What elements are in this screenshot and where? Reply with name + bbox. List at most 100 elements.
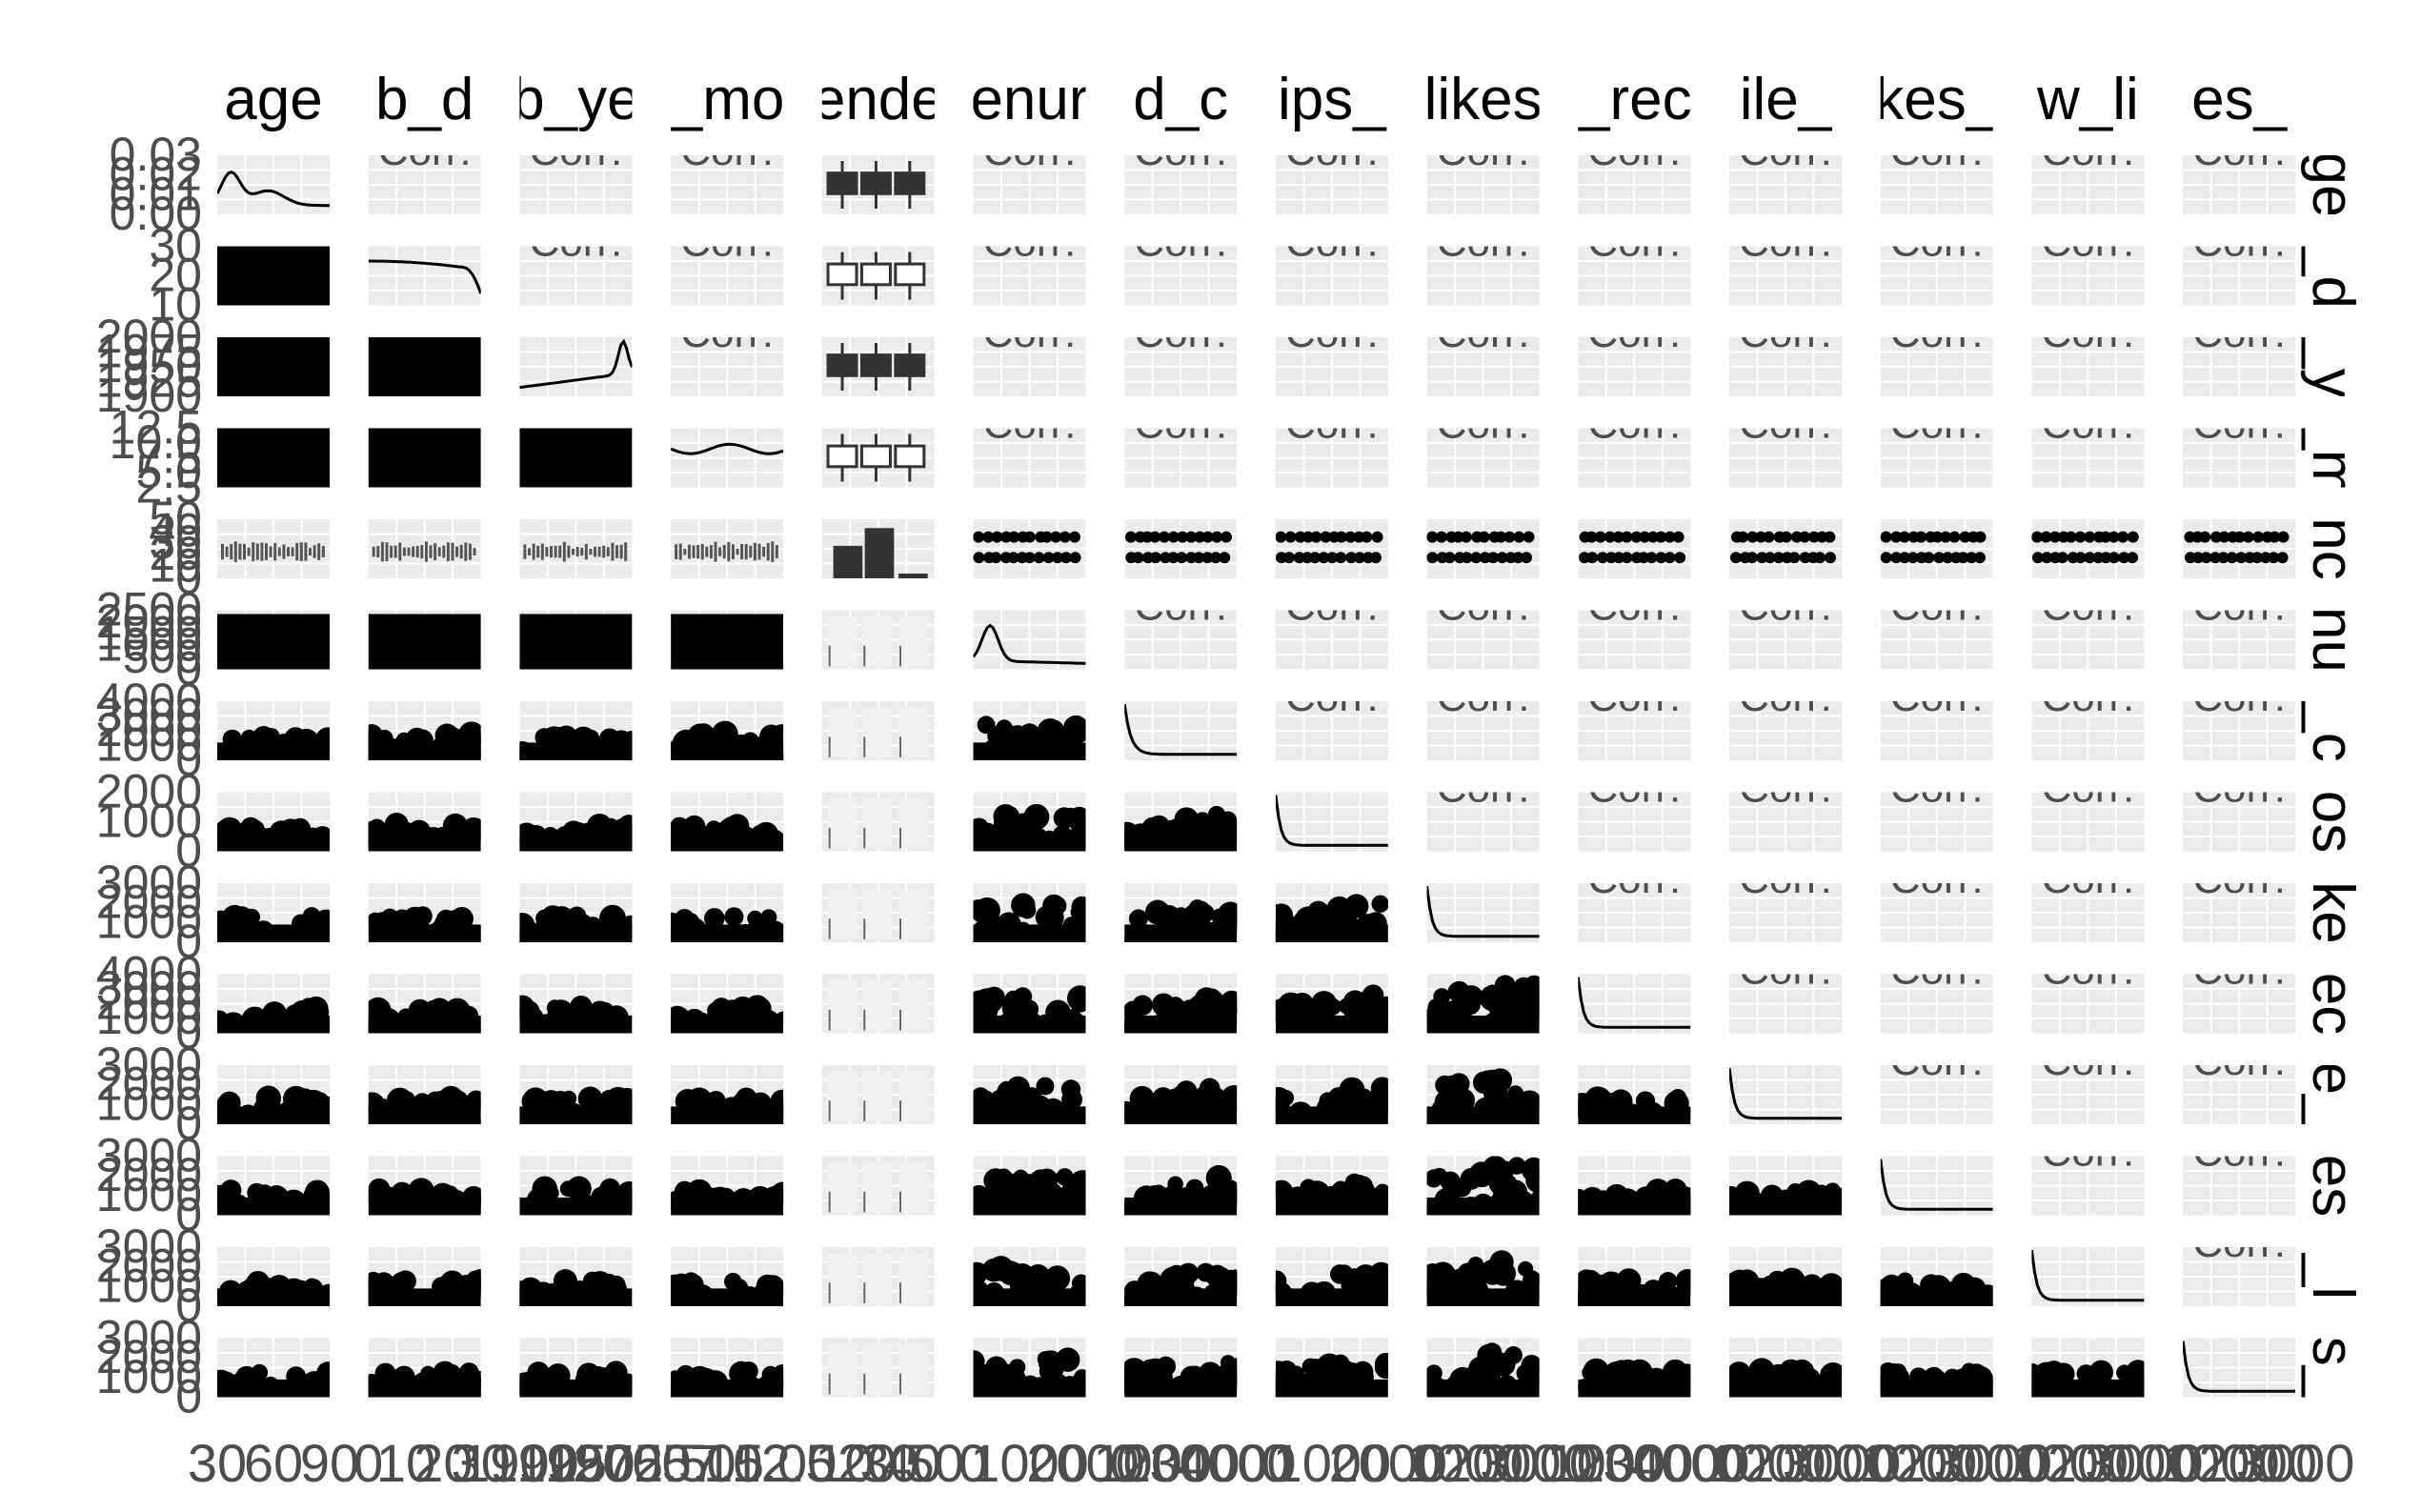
panel: Corr: [1275, 583, 1388, 670]
panel [671, 1338, 784, 1398]
density-curve [973, 623, 1086, 665]
histogram-bar [473, 548, 476, 556]
density-curve [368, 259, 481, 294]
panel [519, 519, 633, 578]
point-mark [1639, 531, 1651, 543]
point-mark [1899, 552, 1911, 564]
density-curve [2031, 1249, 2145, 1302]
panel: Corr: [1426, 610, 1540, 670]
panel-inner [973, 1065, 1086, 1124]
point-mark [1452, 1178, 1472, 1198]
dense-point-cloud [973, 742, 1086, 760]
panel [368, 428, 481, 488]
correlation-label: Corr: [1134, 219, 1227, 266]
correlation-label: Corr: [1285, 583, 1379, 630]
x-tick-label: 2000 [2048, 1433, 2167, 1493]
correlation-label: Corr: [2042, 583, 2135, 630]
density-curve [671, 442, 784, 455]
point-mark [1460, 531, 1472, 543]
panel [1275, 974, 1388, 1034]
dense-point-cloud [1124, 833, 1238, 852]
point-mark [1320, 531, 1332, 543]
panel: Corr: [2031, 583, 2145, 670]
panel [368, 883, 481, 942]
histogram-bar [675, 544, 678, 559]
point-mark [1942, 552, 1954, 564]
point-mark [2041, 552, 2053, 564]
panel-inner [368, 792, 481, 852]
panel-inner [1426, 1065, 1540, 1124]
panel [973, 701, 1086, 760]
panel [973, 974, 1086, 1034]
correlation-label: Corr: [1437, 128, 1530, 174]
facet-panel [827, 797, 857, 849]
dense-point-cloud [217, 246, 330, 306]
panel-inner: Corr: [2183, 792, 2296, 852]
point-mark [1613, 552, 1625, 564]
point-mark [1323, 998, 1342, 1016]
dense-point-cloud [519, 1379, 633, 1398]
dense-point-cloud [1729, 1379, 1842, 1398]
point-mark [2117, 531, 2129, 543]
panel-inner [368, 337, 481, 396]
dense-point-cloud [671, 1379, 784, 1398]
panel [1729, 1247, 1842, 1306]
point-mark [983, 986, 1005, 1009]
point-mark [1219, 552, 1231, 564]
histogram-bar [597, 546, 601, 557]
point-mark [1370, 1077, 1388, 1100]
point-mark [2210, 531, 2223, 543]
dense-point-cloud [217, 614, 330, 670]
point-mark [1019, 1174, 1039, 1194]
histogram-bar [523, 544, 527, 559]
point-mark [1036, 1077, 1055, 1096]
y-tick-label: 12.5 [110, 401, 202, 454]
panel [973, 1065, 1086, 1124]
y-tick-label: 0 [175, 915, 202, 968]
histogram-bar [398, 542, 402, 561]
panel-inner [973, 792, 1086, 852]
panel: Corr: [1729, 974, 1842, 1034]
dense-point-cloud [671, 1015, 784, 1034]
point-mark [676, 1364, 696, 1384]
panel [1124, 1338, 1238, 1398]
point-mark [1880, 531, 1892, 543]
panel-inner [217, 519, 330, 578]
panel-inner: Corr: [1275, 246, 1388, 306]
row-strip-label: ec [2300, 973, 2366, 1035]
correlation-label: Corr: [1890, 310, 1984, 356]
point-mark [453, 1001, 471, 1019]
panel-inner [671, 519, 784, 578]
x-tick-label: 7.5 [690, 1433, 764, 1493]
histogram-bar [545, 547, 549, 557]
panel [973, 519, 1086, 578]
panel [671, 610, 784, 670]
point-mark [2242, 531, 2254, 543]
dense-point-cloud [1275, 924, 1388, 942]
point-mark [1756, 552, 1768, 564]
point-mark [1799, 531, 1811, 543]
x-tick-label: 30 [452, 1433, 511, 1493]
point-mark [768, 1185, 784, 1202]
row-strip-label: _m [2300, 415, 2366, 498]
histogram-bar [718, 547, 722, 556]
point-mark [1933, 552, 1946, 564]
panel-inner [217, 974, 330, 1034]
facet-panel [898, 615, 928, 667]
y-tick-label: 1000 [96, 1168, 202, 1221]
panel: Corr: [1578, 674, 1691, 760]
panel: Corr: [1729, 428, 1842, 488]
panel [217, 610, 330, 670]
point-mark [577, 1086, 603, 1112]
panel: Corr: [1729, 155, 1842, 214]
panel: Corr: [2183, 310, 2296, 396]
histogram-bar [429, 545, 433, 558]
row-strip-label: nc [2300, 517, 2366, 579]
panel [217, 701, 330, 760]
panel-inner [1124, 1065, 1238, 1124]
point-mark [1204, 988, 1221, 1004]
panel [671, 1156, 784, 1216]
correlation-label: Corr: [2192, 310, 2286, 356]
correlation-label: Corr: [1587, 674, 1681, 720]
column-strip: w_li [2036, 67, 2139, 132]
